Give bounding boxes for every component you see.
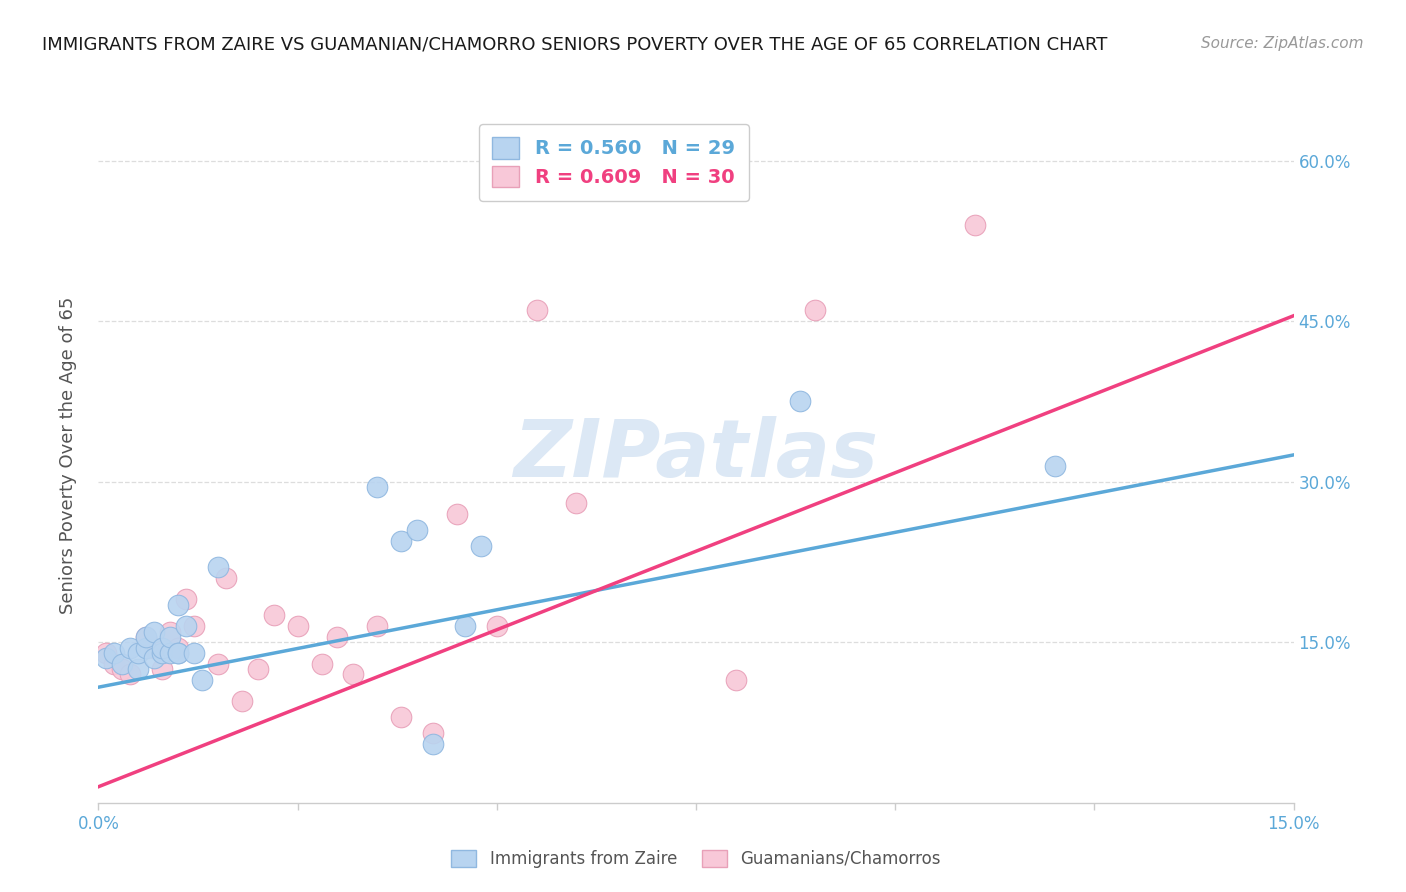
Point bbox=[422, 737, 444, 751]
Text: IMMIGRANTS FROM ZAIRE VS GUAMANIAN/CHAMORRO SENIORS POVERTY OVER THE AGE OF 65 C: IMMIGRANTS FROM ZAIRE VS GUAMANIAN/CHAMO… bbox=[42, 36, 1108, 54]
Point bbox=[111, 657, 134, 671]
Point bbox=[143, 640, 166, 655]
Text: ZIPatlas: ZIPatlas bbox=[513, 416, 879, 494]
Point bbox=[446, 507, 468, 521]
Point bbox=[724, 673, 747, 687]
Point bbox=[103, 646, 125, 660]
Point bbox=[127, 646, 149, 660]
Point bbox=[963, 218, 986, 232]
Point bbox=[159, 624, 181, 639]
Point bbox=[804, 303, 827, 318]
Point bbox=[135, 630, 157, 644]
Point bbox=[167, 646, 190, 660]
Point bbox=[565, 496, 588, 510]
Point bbox=[485, 619, 508, 633]
Point bbox=[311, 657, 333, 671]
Point bbox=[96, 651, 118, 665]
Point bbox=[526, 303, 548, 318]
Point bbox=[207, 560, 229, 574]
Point bbox=[389, 710, 412, 724]
Point bbox=[287, 619, 309, 633]
Y-axis label: Seniors Poverty Over the Age of 65: Seniors Poverty Over the Age of 65 bbox=[59, 296, 77, 614]
Point bbox=[263, 608, 285, 623]
Point bbox=[174, 592, 197, 607]
Point bbox=[342, 667, 364, 681]
Point bbox=[1043, 458, 1066, 473]
Legend: Immigrants from Zaire, Guamanians/Chamorros: Immigrants from Zaire, Guamanians/Chamor… bbox=[444, 843, 948, 874]
Point bbox=[167, 640, 190, 655]
Text: Source: ZipAtlas.com: Source: ZipAtlas.com bbox=[1201, 36, 1364, 51]
Point bbox=[143, 651, 166, 665]
Point bbox=[326, 630, 349, 644]
Point bbox=[207, 657, 229, 671]
Point bbox=[127, 662, 149, 676]
Point bbox=[135, 630, 157, 644]
Point bbox=[167, 646, 190, 660]
Point bbox=[470, 539, 492, 553]
Point bbox=[167, 598, 190, 612]
Point bbox=[159, 630, 181, 644]
Point bbox=[120, 640, 142, 655]
Point bbox=[103, 657, 125, 671]
Point bbox=[143, 624, 166, 639]
Point bbox=[135, 640, 157, 655]
Point bbox=[366, 480, 388, 494]
Point bbox=[183, 619, 205, 633]
Point bbox=[96, 646, 118, 660]
Point bbox=[159, 646, 181, 660]
Point bbox=[454, 619, 477, 633]
Point bbox=[789, 394, 811, 409]
Point bbox=[215, 571, 238, 585]
Point bbox=[366, 619, 388, 633]
Point bbox=[120, 667, 142, 681]
Point bbox=[406, 523, 429, 537]
Point bbox=[231, 694, 253, 708]
Point bbox=[246, 662, 269, 676]
Point bbox=[191, 673, 214, 687]
Point bbox=[111, 662, 134, 676]
Point bbox=[174, 619, 197, 633]
Point bbox=[389, 533, 412, 548]
Point bbox=[183, 646, 205, 660]
Point bbox=[150, 646, 173, 660]
Point bbox=[150, 640, 173, 655]
Point bbox=[150, 662, 173, 676]
Point bbox=[422, 726, 444, 740]
